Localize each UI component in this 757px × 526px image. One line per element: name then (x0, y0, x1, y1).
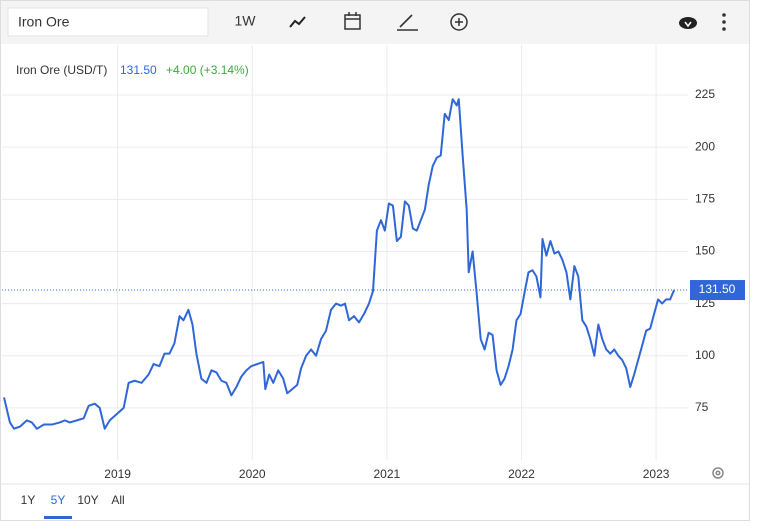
x-tick-label: 2023 (643, 467, 670, 481)
x-tick-label: 2022 (508, 467, 535, 481)
range-underline (44, 516, 72, 519)
last-price-tag (690, 280, 745, 301)
price-change: +4.00 (+3.14%) (166, 63, 249, 77)
y-tick-label: 100 (695, 348, 715, 362)
add-icon[interactable] (450, 13, 468, 31)
price-line (3, 98, 676, 430)
calendar-icon[interactable] (344, 12, 361, 30)
chart-type-icon[interactable] (289, 16, 306, 28)
chart-title: Iron Ore (USD/T) (16, 63, 107, 77)
interval-button[interactable]: 1W (235, 13, 257, 29)
last-price: 131.50 (120, 63, 157, 77)
y-tick-label: 200 (695, 139, 715, 153)
x-tick-label: 2020 (239, 467, 266, 481)
draw-icon[interactable] (397, 14, 418, 31)
last-price-tag-label: 131.50 (699, 282, 736, 296)
range-button[interactable]: All (111, 493, 124, 507)
y-tick-label: 75 (695, 400, 709, 414)
search-text[interactable]: Iron Ore (18, 14, 70, 30)
download-icon[interactable] (679, 17, 697, 29)
x-tick-label: 2021 (374, 467, 401, 481)
y-tick-label: 175 (695, 191, 715, 205)
range-button[interactable]: 1Y (21, 493, 36, 507)
y-tick-label: 150 (695, 244, 715, 258)
range-button[interactable]: 5Y (51, 493, 66, 507)
search-box[interactable] (7, 7, 209, 37)
y-tick-label: 225 (695, 87, 715, 101)
menu-icon[interactable] (722, 13, 726, 31)
settings-icon[interactable] (712, 467, 724, 479)
range-button[interactable]: 10Y (77, 493, 98, 507)
x-tick-label: 2019 (104, 467, 131, 481)
